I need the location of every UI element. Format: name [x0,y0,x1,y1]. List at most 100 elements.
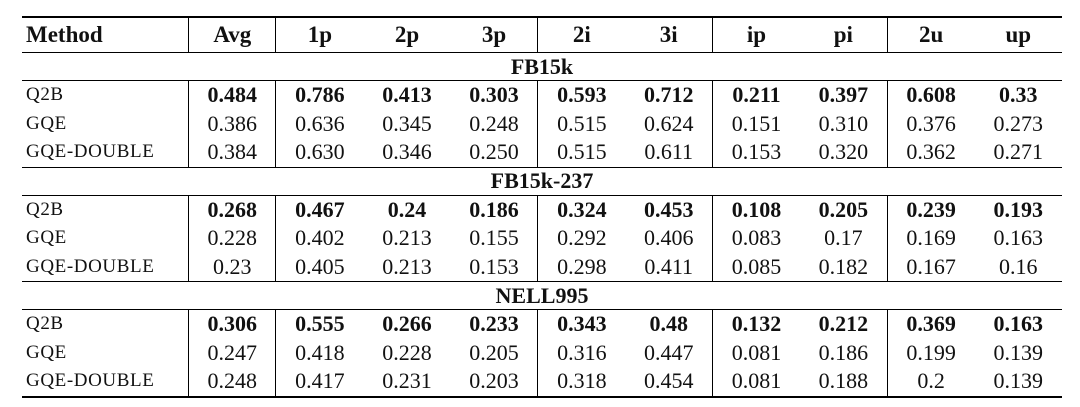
metric-cell-2u: 0.362 [886,138,975,168]
results-table-container: Method Avg 1p 2p 3p 2i 3i ip pi 2u up FB… [22,16,1062,398]
metric-cell-2i: 0.316 [537,338,626,367]
header-2u: 2u [886,16,975,53]
dataset-title: FB15k-237 [22,167,1062,196]
metric-cell-2i: 0.318 [537,367,626,398]
metric-cell-2u: 0.169 [886,224,975,253]
metric-cell-2i: 0.298 [537,252,626,282]
metric-cell-1p: 0.786 [275,80,364,110]
metric-cell-2i: 0.324 [537,195,626,224]
metric-cell-Avg: 0.23 [188,252,276,282]
metric-cell-3p: 0.153 [450,252,538,282]
header-avg: Avg [188,16,276,53]
dataset-title: NELL995 [22,281,1062,310]
metric-cell-2u: 0.239 [886,195,975,224]
metric-cell-1p: 0.636 [275,109,364,138]
metric-cell-3p: 0.248 [469,110,519,136]
method-name: GQE-DOUBLE [22,252,189,282]
table-row: GQE 0.228 0.402 0.213 0.155 0.292 0.406 0.083 0.… [22,224,1062,253]
metric-cell-3p: 0.205 [469,339,519,365]
metric-cell-3p: 0.233 [469,311,519,337]
header-2i: 2i [537,16,626,53]
metric-cell-3i: 0.447 [643,339,694,365]
table-body: FB15k Q2B 0.484 0.786 0.413 0.303 0.593 0.712 0.… [22,52,1062,398]
metric-cell-up: 0.163 [993,311,1044,337]
metric-cell-1p: 0.630 [275,138,364,168]
metric-cell-2p: 0.213 [382,225,432,251]
table-row: Q2B 0.306 0.555 0.266 0.233 0.343 0.48 0.132 0.2… [22,309,1062,339]
metric-cell-2p: 0.231 [363,367,451,398]
method-name: Q2B [26,198,64,220]
header-pi: pi [799,16,888,53]
metric-cell-Avg: 0.248 [188,367,276,398]
metric-cell-1p: 0.467 [275,195,364,224]
metric-cell-2u: 0.376 [886,109,975,138]
metric-cell-3i: 0.712 [643,82,694,108]
table-row: GQE-DOUBLE 0.23 0.405 0.213 0.153 0.298 0.411 0… [22,252,1062,282]
results-table: Method Avg 1p 2p 3p 2i 3i ip pi 2u up FB… [22,16,1062,398]
metric-cell-ip: 0.083 [712,224,800,253]
metric-cell-up: 0.193 [993,196,1044,222]
metric-cell-1p: 0.405 [275,252,364,282]
method-name: Q2B [26,313,64,335]
metric-cell-up: 0.16 [974,252,1062,282]
metric-cell-2u: 0.199 [886,338,975,367]
metric-cell-Avg: 0.484 [188,80,276,110]
method-name: GQE [26,341,67,363]
metric-cell-1p: 0.402 [275,224,364,253]
metric-cell-3i: 0.611 [625,138,713,168]
metric-cell-up: 0.271 [974,138,1062,168]
dataset-section-row: FB15k [22,52,1062,81]
header-method: Method [22,16,189,53]
metric-cell-2u: 0.369 [886,309,975,339]
metric-cell-2i: 0.515 [537,109,626,138]
metric-cell-2p: 0.228 [382,339,432,365]
dataset-title: FB15k [22,52,1062,81]
metric-cell-up: 0.139 [993,339,1044,365]
metric-cell-3i: 0.411 [625,252,713,282]
metric-cell-1p: 0.418 [275,338,364,367]
metric-cell-2i: 0.593 [537,80,626,110]
metric-cell-ip: 0.211 [712,80,800,110]
metric-cell-Avg: 0.384 [188,138,276,168]
metric-cell-pi: 0.212 [818,311,869,337]
method-name: GQE [26,227,67,249]
table-row: Q2B 0.268 0.467 0.24 0.186 0.324 0.453 0.108 0.2… [22,195,1062,224]
metric-cell-pi: 0.320 [799,138,888,168]
header-3p: 3p [450,16,538,53]
metric-cell-2u: 0.167 [886,252,975,282]
metric-cell-pi: 0.186 [818,339,869,365]
metric-cell-pi: 0.310 [818,110,869,136]
metric-cell-ip: 0.153 [712,138,800,168]
method-name: GQE-DOUBLE [22,367,189,398]
metric-cell-3p: 0.303 [469,82,519,108]
dataset-section-row: NELL995 [22,281,1062,310]
metric-cell-2p: 0.266 [382,311,432,337]
metric-cell-pi: 0.182 [799,252,888,282]
method-name: GQE-DOUBLE [22,138,189,168]
metric-cell-2p: 0.346 [363,138,451,168]
metric-cell-2u: 0.608 [886,80,975,110]
metric-cell-2u: 0.2 [886,367,975,398]
metric-cell-up: 0.139 [974,367,1062,398]
metric-cell-2i: 0.292 [537,224,626,253]
method-name: Q2B [26,84,64,106]
metric-cell-3i: 0.454 [625,367,713,398]
table-row: GQE 0.247 0.418 0.228 0.205 0.316 0.447 0.081 0.… [22,338,1062,367]
metric-cell-3p: 0.250 [450,138,538,168]
metric-cell-Avg: 0.306 [188,309,276,339]
header-ip: ip [712,16,800,53]
metric-cell-ip: 0.132 [712,309,800,339]
metric-cell-3i: 0.624 [643,110,694,136]
metric-cell-ip: 0.081 [712,367,800,398]
metric-cell-Avg: 0.268 [188,195,276,224]
metric-cell-pi: 0.17 [824,225,863,251]
metric-cell-ip: 0.151 [712,109,800,138]
dataset-section-row: FB15k-237 [22,167,1062,196]
metric-cell-3p: 0.186 [469,196,519,222]
metric-cell-Avg: 0.247 [188,338,276,367]
metric-cell-3p: 0.203 [450,367,538,398]
method-name: GQE [26,112,67,134]
metric-cell-ip: 0.081 [712,338,800,367]
table-row: GQE 0.386 0.636 0.345 0.248 0.515 0.624 0.151 0.… [22,109,1062,138]
metric-cell-2p: 0.413 [382,82,432,108]
